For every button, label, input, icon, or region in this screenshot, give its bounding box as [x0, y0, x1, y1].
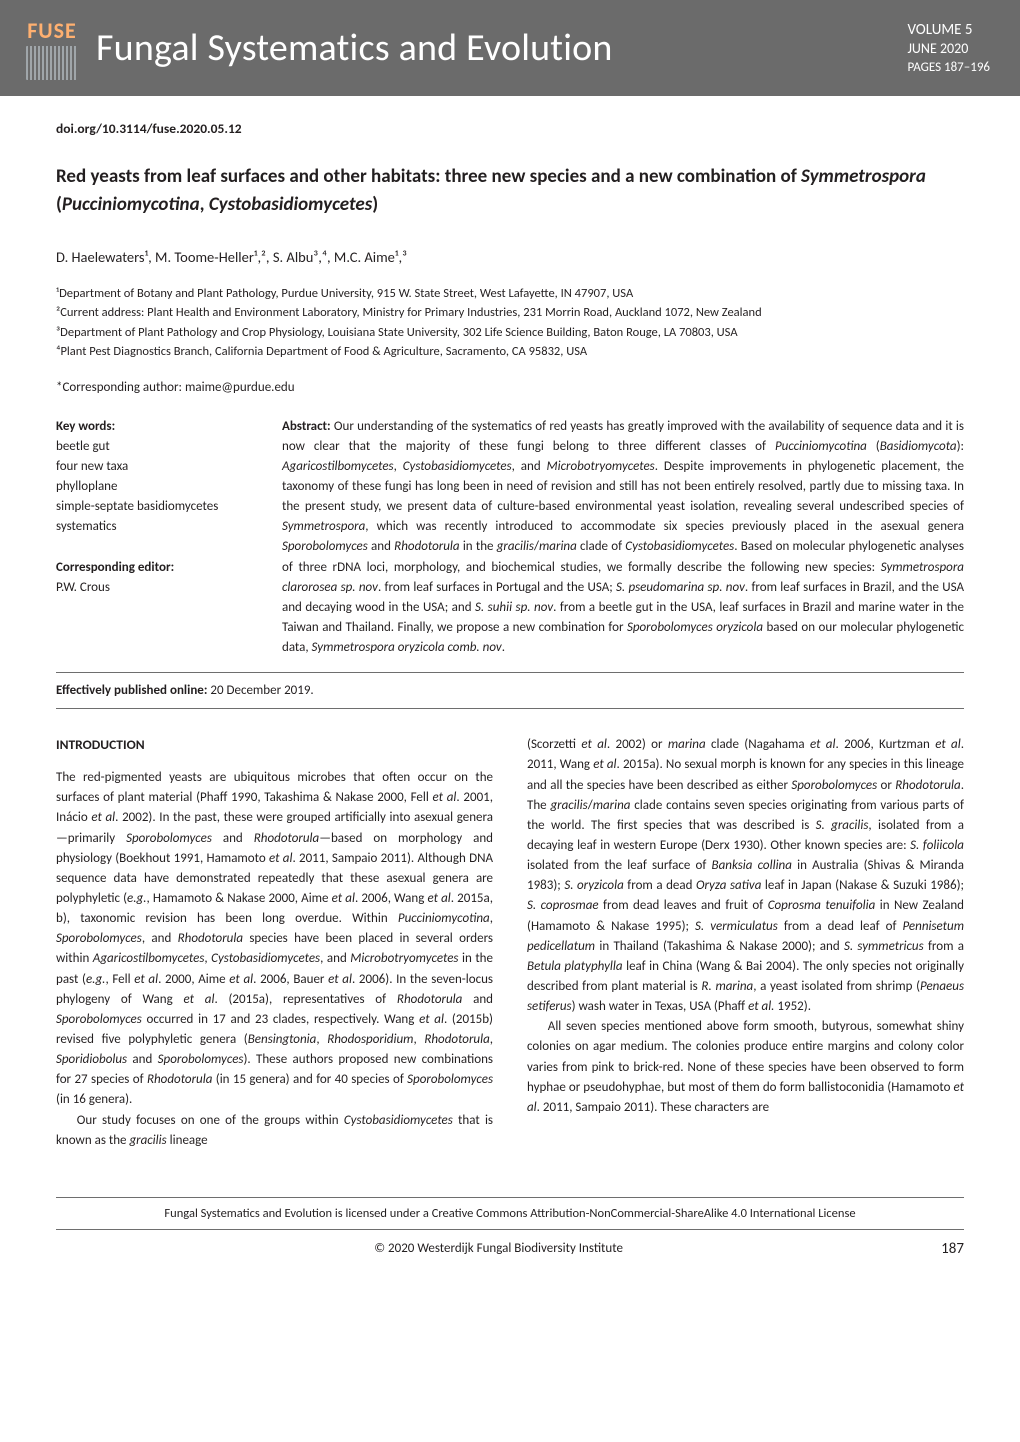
journal-title: Fungal Systematics and Evolution — [96, 25, 613, 71]
affiliation-2: ²Current address: Plant Health and Envir… — [56, 303, 964, 322]
intro-para-3: (Scorzetti et al. 2002) or marina clade … — [527, 735, 964, 1017]
keywords-column: Key words: beetle gut four new taxa phyl… — [56, 417, 240, 659]
logo-block: FUSE Fungal Systematics and Evolution — [18, 14, 613, 82]
corr-editor-name: P.W. Crous — [56, 578, 240, 598]
corr-editor-heading: Corresponding editor: — [56, 558, 240, 578]
authors: D. Haelewaters¹, M. Toome-Heller¹,², S. … — [56, 248, 964, 266]
divider — [56, 1229, 964, 1230]
keyword-3: phylloplane — [56, 477, 240, 497]
title-prefix: Red yeasts from leaf surfaces and other … — [56, 165, 801, 188]
volume-number: VOLUME 5 — [907, 20, 990, 40]
volume-info: VOLUME 5 JUNE 2020 PAGES 187–196 — [907, 20, 990, 77]
title-suffix: ) — [372, 193, 378, 216]
eff-pub-date: 20 December 2019. — [210, 683, 313, 698]
keywords-abstract-row: Key words: beetle gut four new taxa phyl… — [56, 417, 964, 659]
corresponding-author: *Corresponding author: maime@purdue.edu — [56, 380, 964, 395]
copyright-text: © 2020 Westerdijk Fungal Biodiversity In… — [374, 1241, 623, 1256]
keyword-1: beetle gut — [56, 437, 240, 457]
intro-para-4: All seven species mentioned above form s… — [527, 1017, 964, 1118]
divider — [56, 672, 964, 673]
divider — [56, 708, 964, 709]
journal-header: FUSE Fungal Systematics and Evolution VO… — [0, 0, 1020, 96]
paper-title: Red yeasts from leaf surfaces and other … — [56, 163, 964, 218]
page-footer: Fungal Systematics and Evolution is lice… — [0, 1197, 1020, 1272]
title-genus3: Cystobasidiomycetes — [209, 193, 372, 216]
column-right: (Scorzetti et al. 2002) or marina clade … — [527, 735, 964, 1151]
keyword-4: simple-septate basidiomycetes — [56, 497, 240, 517]
intro-para-1: The red-pigmented yeasts are ubiquitous … — [56, 768, 493, 1110]
issue-date: JUNE 2020 — [907, 40, 990, 59]
effective-pub: Effectively published online: 20 Decembe… — [56, 681, 964, 700]
doi: doi.org/10.3114/fuse.2020.05.12 — [56, 120, 964, 137]
intro-para-2: Our study focuses on one of the groups w… — [56, 1111, 493, 1151]
keyword-2: four new taxa — [56, 457, 240, 477]
license-text: Fungal Systematics and Evolution is lice… — [56, 1202, 964, 1225]
affiliations: ¹Department of Botany and Plant Patholog… — [56, 284, 964, 362]
page-range: PAGES 187–196 — [907, 59, 990, 77]
body-columns: INTRODUCTION The red-pigmented yeasts ar… — [56, 735, 964, 1151]
copyright-row: © 2020 Westerdijk Fungal Biodiversity In… — [56, 1234, 964, 1272]
eff-pub-label: Effectively published online: — [56, 683, 210, 698]
keywords-heading: Key words: — [56, 417, 240, 437]
page-number: 187 — [941, 1240, 964, 1258]
fuse-logo-text: FUSE — [27, 17, 77, 44]
column-left: INTRODUCTION The red-pigmented yeasts ar… — [56, 735, 493, 1151]
divider — [56, 1197, 964, 1198]
affiliation-4: ⁴Plant Pest Diagnostics Branch, Californ… — [56, 342, 964, 361]
keyword-5: systematics — [56, 517, 240, 537]
barcode-icon — [26, 46, 78, 80]
affiliation-3: ³Department of Plant Pathology and Crop … — [56, 323, 964, 342]
page-content: doi.org/10.3114/fuse.2020.05.12 Red yeas… — [0, 96, 1020, 1161]
abstract-heading: Abstract: — [282, 419, 331, 434]
abstract-column: Abstract: Our understanding of the syste… — [282, 417, 964, 659]
title-genus1: Symmetrospora — [801, 165, 926, 188]
title-mid2: , — [200, 193, 209, 216]
affiliation-1: ¹Department of Botany and Plant Patholog… — [56, 284, 964, 303]
fuse-logo: FUSE — [18, 14, 86, 82]
abstract-text: Our understanding of the systematics of … — [282, 419, 964, 656]
introduction-heading: INTRODUCTION — [56, 735, 493, 756]
title-genus2: Pucciniomycotina — [62, 193, 200, 216]
